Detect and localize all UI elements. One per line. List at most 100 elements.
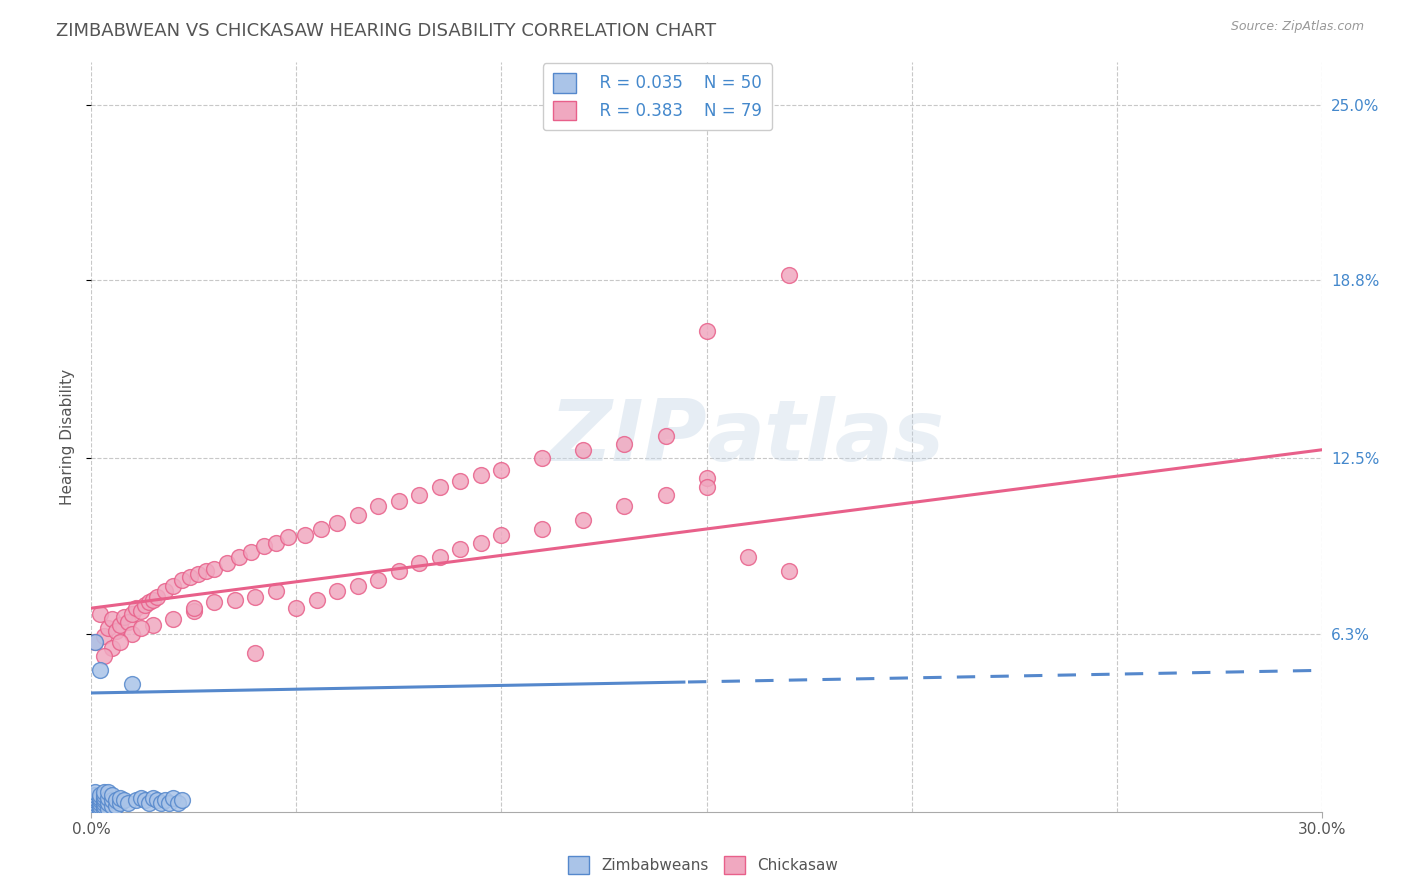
- Point: [97, 796, 120, 810]
- Point: [613, 500, 636, 514]
- Point: [117, 615, 139, 630]
- Point: [101, 799, 124, 814]
- Point: [97, 802, 120, 816]
- Point: [121, 607, 143, 621]
- Point: [187, 567, 209, 582]
- Point: [166, 796, 188, 810]
- Point: [240, 544, 263, 558]
- Point: [129, 790, 152, 805]
- Point: [162, 612, 184, 626]
- Legend:   R = 0.035    N = 50,   R = 0.383    N = 79: R = 0.035 N = 50, R = 0.383 N = 79: [543, 63, 772, 130]
- Point: [228, 550, 250, 565]
- Point: [125, 793, 148, 807]
- Point: [84, 799, 107, 814]
- Point: [326, 516, 349, 531]
- Point: [153, 793, 177, 807]
- Point: [408, 556, 430, 570]
- Point: [253, 539, 276, 553]
- Point: [89, 607, 111, 621]
- Point: [112, 609, 135, 624]
- Point: [179, 570, 201, 584]
- Point: [89, 796, 111, 810]
- Point: [93, 649, 115, 664]
- Point: [101, 612, 124, 626]
- Point: [129, 621, 152, 635]
- Point: [84, 635, 107, 649]
- Point: [202, 595, 225, 609]
- Point: [429, 550, 451, 565]
- Point: [89, 664, 111, 678]
- Point: [93, 802, 115, 816]
- Point: [84, 802, 107, 816]
- Y-axis label: Hearing Disability: Hearing Disability: [59, 369, 75, 505]
- Text: atlas: atlas: [706, 395, 945, 479]
- Point: [195, 565, 218, 579]
- Point: [84, 790, 107, 805]
- Point: [146, 590, 169, 604]
- Point: [108, 796, 131, 810]
- Point: [170, 793, 193, 807]
- Point: [388, 493, 411, 508]
- Point: [93, 790, 115, 805]
- Point: [367, 500, 389, 514]
- Point: [89, 788, 111, 802]
- Point: [150, 796, 173, 810]
- Point: [84, 635, 107, 649]
- Point: [491, 462, 513, 476]
- Point: [202, 561, 225, 575]
- Text: ZIP: ZIP: [548, 395, 706, 479]
- Point: [101, 640, 124, 655]
- Point: [93, 793, 115, 807]
- Point: [89, 802, 111, 816]
- Point: [388, 565, 411, 579]
- Point: [264, 536, 287, 550]
- Point: [778, 565, 800, 579]
- Point: [89, 790, 111, 805]
- Point: [367, 573, 389, 587]
- Point: [408, 488, 430, 502]
- Legend: Zimbabweans, Chickasaw: Zimbabweans, Chickasaw: [561, 850, 845, 880]
- Point: [183, 604, 205, 618]
- Point: [654, 488, 676, 502]
- Point: [737, 550, 759, 565]
- Point: [305, 592, 328, 607]
- Point: [105, 793, 127, 807]
- Point: [153, 584, 177, 599]
- Point: [134, 793, 156, 807]
- Point: [157, 796, 180, 810]
- Point: [470, 468, 492, 483]
- Point: [89, 805, 111, 819]
- Point: [183, 601, 205, 615]
- Point: [97, 790, 120, 805]
- Point: [121, 626, 143, 640]
- Point: [121, 677, 143, 691]
- Point: [93, 629, 115, 643]
- Point: [449, 474, 471, 488]
- Point: [84, 788, 107, 802]
- Point: [142, 592, 165, 607]
- Point: [654, 428, 676, 442]
- Point: [695, 471, 717, 485]
- Point: [277, 531, 299, 545]
- Point: [264, 584, 287, 599]
- Point: [84, 785, 107, 799]
- Point: [105, 624, 127, 638]
- Point: [695, 324, 717, 338]
- Point: [93, 799, 115, 814]
- Point: [89, 799, 111, 814]
- Point: [138, 796, 160, 810]
- Point: [470, 536, 492, 550]
- Point: [117, 796, 139, 810]
- Point: [112, 793, 135, 807]
- Point: [108, 618, 131, 632]
- Point: [105, 799, 127, 814]
- Point: [326, 584, 349, 599]
- Point: [93, 788, 115, 802]
- Point: [572, 442, 595, 457]
- Point: [142, 618, 165, 632]
- Point: [245, 646, 267, 660]
- Point: [93, 796, 115, 810]
- Point: [245, 590, 267, 604]
- Point: [449, 541, 471, 556]
- Point: [294, 527, 316, 541]
